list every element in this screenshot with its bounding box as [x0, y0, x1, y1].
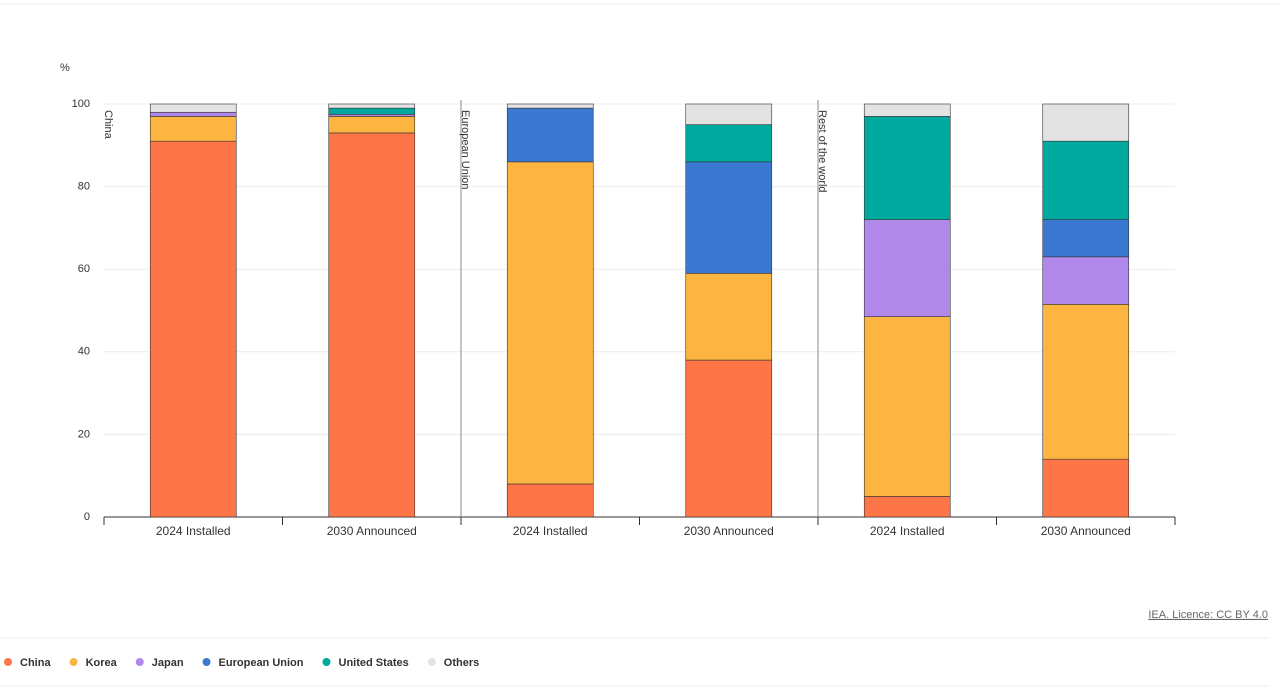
bar-segment [863, 116, 951, 220]
legend-marker[interactable] [427, 658, 436, 666]
y-axis-label: % [60, 62, 70, 74]
bar-segment [1042, 458, 1130, 518]
legend-label[interactable]: Korea [86, 657, 118, 669]
bar-segment [328, 103, 416, 109]
legend-label[interactable]: Others [444, 657, 479, 669]
group-label: China [102, 110, 114, 140]
y-tick-label: 0 [84, 511, 90, 523]
x-tick-label: 2024 Installed [156, 524, 231, 538]
x-tick-label: 2024 Installed [513, 524, 588, 538]
y-tick-label: 20 [78, 428, 90, 440]
bar-segment [1042, 103, 1130, 142]
bar-segment [1042, 304, 1130, 460]
y-tick-label: 80 [78, 181, 90, 193]
bar-segment [685, 103, 773, 125]
bar-segment [685, 273, 773, 361]
x-tick-label: 2030 Announced [1041, 524, 1131, 538]
legend-label[interactable]: Japan [152, 657, 184, 669]
bar-segment [685, 124, 773, 163]
x-tick-label: 2024 Installed [870, 524, 945, 538]
bar-segment [149, 111, 237, 117]
bar-segment [685, 161, 773, 274]
legend-label[interactable]: European Union [219, 657, 304, 669]
bar-segment [863, 496, 951, 518]
y-tick-label: 100 [72, 98, 90, 110]
legend-marker[interactable] [202, 658, 211, 666]
bar-segment [328, 107, 416, 115]
bar-segment [863, 316, 951, 497]
x-tick-label: 2030 Announced [684, 524, 774, 538]
bar-segment [506, 103, 594, 109]
bar-segment [506, 161, 594, 485]
legend-label[interactable]: China [20, 657, 51, 669]
bar-segment [1042, 256, 1130, 305]
bar-segment [863, 103, 951, 117]
group-label: European Union [459, 110, 471, 190]
bar-segment [149, 116, 237, 142]
bar-segment [1042, 219, 1130, 258]
legend-marker[interactable] [69, 658, 78, 666]
bar-segment [506, 483, 594, 518]
legend-marker[interactable] [322, 658, 331, 666]
source[interactable]: IEA. Licence: CC BY 4.0 [1148, 609, 1268, 621]
legend-marker[interactable] [135, 658, 144, 666]
bar-segment [328, 116, 416, 134]
y-tick-label: 60 [78, 263, 90, 275]
bar-segment [1042, 140, 1130, 220]
bar-segment [506, 107, 594, 163]
group-label: Rest of the world [816, 110, 828, 193]
bar-segment [863, 219, 951, 317]
bar-segment [685, 359, 773, 518]
x-tick-label: 2030 Announced [327, 524, 417, 538]
y-tick-label: 40 [78, 346, 90, 358]
bar-segment [328, 114, 416, 117]
bar-segment [149, 140, 237, 518]
legend-marker[interactable] [4, 658, 12, 666]
bar-segment [328, 132, 416, 518]
legend-label[interactable]: United States [339, 657, 409, 669]
bar-segment [149, 103, 237, 113]
